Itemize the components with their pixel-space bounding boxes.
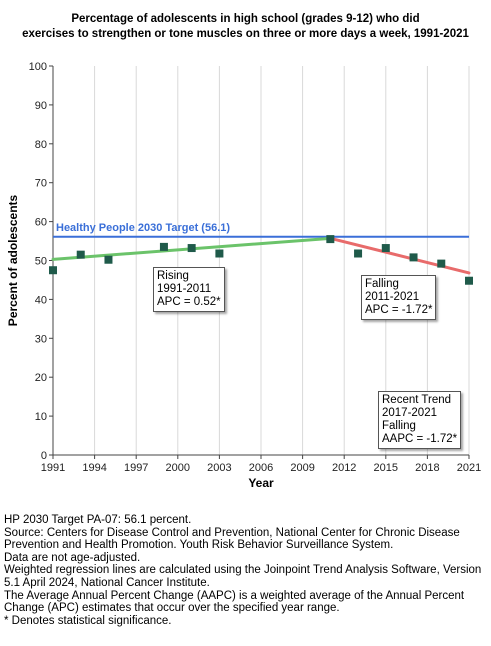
x-tick-label: 2021 (457, 462, 481, 474)
annotation-line: Recent Trend (382, 394, 452, 406)
y-tick-label: 0 (41, 450, 47, 462)
x-tick-label: 2015 (374, 462, 398, 474)
annotation-line: AAPC = -1.72* (382, 433, 458, 445)
footnote: Data are not age-adjusted. (4, 551, 141, 564)
data-point (354, 249, 363, 258)
chart-plot: 0 10 20 30 40 50 60 70 80 90 100 1991 1994 1997 2000 20… (6, 61, 482, 490)
data-point (465, 276, 473, 285)
x-tick-label: 2006 (249, 462, 273, 474)
footnote: * Denotes statistical significance. (4, 614, 172, 627)
data-point (326, 235, 335, 244)
y-tick-label: 30 (35, 333, 47, 345)
x-tick-label: 1994 (82, 462, 106, 474)
x-tick-label: 2009 (290, 462, 314, 474)
x-tick-label: 2012 (332, 462, 356, 474)
annotation-rising: Rising 1991-2011 APC = 0.52* (153, 267, 225, 312)
annotation-line: Falling (365, 278, 399, 290)
y-tick-label: 80 (35, 139, 47, 151)
x-tick-label: 1997 (124, 462, 148, 474)
y-tick-label: 10 (35, 411, 47, 423)
data-points (49, 235, 473, 285)
target-line-group: Healthy People 2030 Target (56.1) (53, 222, 469, 238)
x-tick-label: 2000 (166, 462, 190, 474)
y-tick-label: 50 (35, 256, 47, 268)
chart-title-line-1: Percentage of adolescents in high school… (71, 13, 420, 25)
data-point (104, 255, 113, 264)
tick-labels: 0 10 20 30 40 50 60 70 80 90 100 1991 1994 1997 2000 20… (29, 61, 482, 474)
gridlines (52, 66, 470, 455)
y-axis-title: Percent of adolescents (6, 194, 20, 326)
footnote: HP 2030 Target PA-07: 56.1 percent. (4, 514, 192, 526)
data-point (49, 266, 57, 275)
x-axis-title: Year (248, 476, 274, 490)
data-point (381, 244, 390, 253)
footnote: Weighted regression lines are calculated… (4, 564, 482, 589)
data-point (437, 259, 446, 268)
y-tick-label: 100 (29, 61, 47, 73)
data-point (187, 244, 196, 253)
trend-line-falling (328, 236, 471, 275)
annotation-line: Falling (382, 420, 416, 432)
data-point (76, 250, 85, 259)
annotation-line: 1991-2011 (157, 283, 212, 295)
footnote: The Average Annual Percent Change (AAPC)… (4, 589, 465, 615)
annotation-line: APC = 0.52* (157, 296, 221, 308)
chart-title-line-2: exercises to strengthen or tone muscles … (22, 28, 469, 40)
x-tick-label: 2018 (415, 462, 439, 474)
annotation-line: 2011-2021 (365, 291, 420, 303)
annotation-line: APC = -1.72* (365, 304, 433, 316)
y-tick-label: 90 (35, 100, 47, 112)
chart-title: Percentage of adolescents in high school… (0, 12, 491, 42)
annotation-line: Rising (157, 270, 189, 282)
y-tick-label: 60 (35, 217, 47, 229)
footnote: Source: Centers for Disease Control and … (4, 526, 460, 552)
annotation-line: 2017-2021 (382, 407, 437, 419)
data-point (409, 253, 418, 262)
annotation-falling: Falling 2011-2021 APC = -1.72* (361, 275, 437, 320)
target-label: Healthy People 2030 Target (56.1) (56, 222, 230, 234)
x-tick-label: 2003 (207, 462, 231, 474)
x-tick-label: 1991 (41, 462, 65, 474)
y-tick-label: 20 (35, 372, 47, 384)
data-point (215, 249, 224, 258)
annotation-recent-trend: Recent Trend 2017-2021 Falling AAPC = -1… (378, 391, 462, 449)
y-tick-label: 70 (35, 178, 47, 190)
data-point (159, 242, 168, 251)
footnotes: HP 2030 Target PA-07: 56.1 percent. Sour… (4, 514, 488, 627)
y-tick-label: 40 (35, 294, 47, 306)
